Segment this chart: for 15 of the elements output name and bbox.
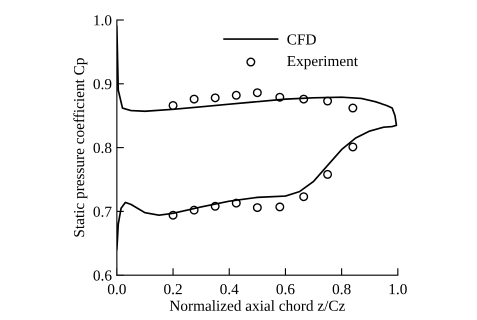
y-tick-label: 1.0 [94, 15, 112, 26]
legend-label: Experiment [287, 56, 358, 70]
x-tick-label: 0.2 [164, 284, 182, 294]
x-tick-label: 0.0 [108, 284, 126, 294]
x-axis-title: Normalized axial chord z/Cz [170, 300, 345, 311]
x-tick-label: 0.6 [276, 284, 295, 294]
x-tick-label: 1.0 [390, 284, 407, 294]
y-tick-label: 0.9 [93, 78, 112, 90]
y-tick-label: 0.7 [93, 206, 112, 217]
y-tick-label: 0.8 [93, 142, 112, 154]
y-tick-label: 0.6 [93, 270, 112, 281]
x-tick-label: 0.8 [332, 284, 351, 294]
legend-label: CFD [287, 34, 316, 45]
y-axis-title: Static pressure coefficient Cp [73, 58, 88, 237]
x-tick-label: 0.4 [220, 284, 239, 294]
